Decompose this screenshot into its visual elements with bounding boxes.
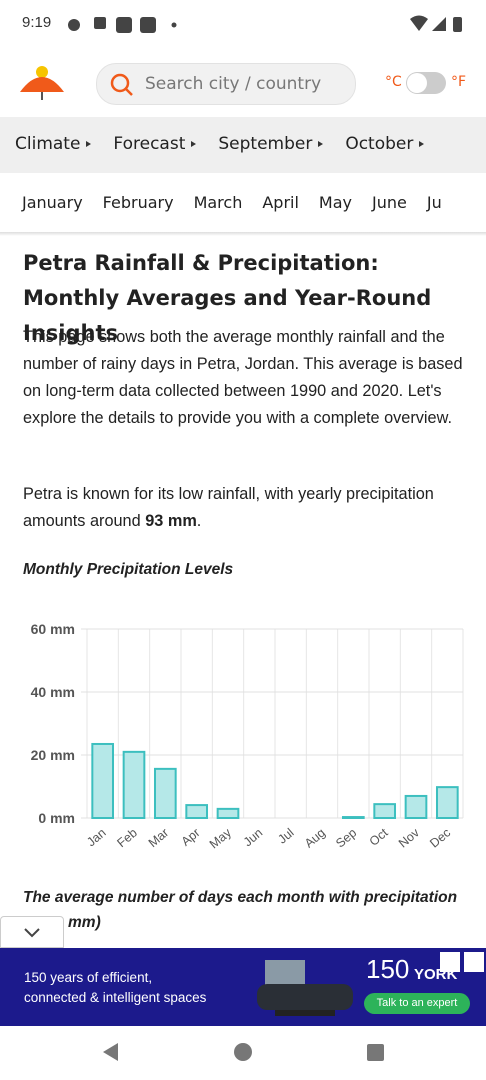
- nav-item[interactable]: Climate: [15, 134, 91, 154]
- bar: [91, 742, 115, 820]
- ad-menu[interactable]: [464, 952, 484, 972]
- paragraph: Petra is known for its low rainfall, wit…: [23, 481, 463, 535]
- month-tab[interactable]: May: [318, 193, 352, 212]
- nav-item[interactable]: October: [345, 134, 424, 154]
- paragraph: This page shows both the average monthly…: [23, 328, 463, 427]
- x-tick-label: Jun: [241, 826, 265, 850]
- ad-brand-number: 150: [366, 954, 410, 984]
- month-tab[interactable]: April: [262, 193, 299, 212]
- logo: [20, 66, 64, 100]
- search-box[interactable]: Search city / country: [96, 63, 356, 105]
- text: Petra is known for its low rainfall, wit…: [23, 485, 434, 530]
- chevron: [24, 928, 40, 938]
- system-nav: [103, 1043, 384, 1061]
- bar: [185, 804, 209, 820]
- bold-text: 93 mm: [145, 512, 197, 530]
- x-tick-label: Feb: [114, 826, 140, 851]
- month-tabs: January February March April May June Ju: [22, 193, 462, 212]
- bar: [341, 816, 365, 819]
- x-tick-label: Sep: [333, 826, 359, 851]
- toggle-knob: [407, 73, 427, 93]
- chart-heading: Monthly Precipitation Levels: [23, 561, 234, 578]
- month-tab[interactable]: February: [102, 193, 174, 212]
- month-tab[interactable]: January: [22, 193, 83, 212]
- unit-c[interactable]: °C: [385, 74, 402, 90]
- ad-line: 150 years of efficient,: [24, 970, 153, 985]
- divider: [0, 232, 486, 236]
- search-placeholder: Search city / country: [145, 74, 322, 94]
- collapse-ad[interactable]: [0, 916, 64, 948]
- nav-list: Climate Forecast September October: [15, 134, 446, 154]
- x-tick-label: Aug: [302, 826, 328, 851]
- x-tick-label: Mar: [146, 826, 171, 851]
- ad-line: connected & intelligent spaces: [24, 990, 207, 1005]
- bar: [153, 767, 177, 819]
- search-icon: [110, 73, 133, 96]
- x-tick-label: May: [207, 825, 235, 851]
- x-tick-label: Nov: [396, 825, 423, 850]
- nav-item[interactable]: September: [218, 134, 323, 154]
- home-button[interactable]: [234, 1043, 252, 1061]
- ad-choices[interactable]: [440, 952, 460, 972]
- bar: [122, 750, 146, 820]
- section-heading-cut: mm): [68, 914, 101, 931]
- x-tick-label: Oct: [367, 825, 391, 849]
- system-icons: [410, 15, 462, 32]
- chart: 0 mm 20 mm 40 mm 60 mm Jan Feb Mar Apr May Jun Jul…: [31, 621, 464, 851]
- x-tick-label: Dec: [427, 826, 453, 851]
- month-tab[interactable]: June: [372, 193, 407, 212]
- bar: [216, 807, 240, 820]
- month-tab[interactable]: Ju: [426, 193, 442, 212]
- bar: [435, 786, 459, 820]
- bar: [373, 803, 397, 819]
- recents-button[interactable]: [367, 1044, 384, 1061]
- text: .: [196, 512, 202, 530]
- back-button[interactable]: [103, 1043, 118, 1061]
- article-title: Petra Rainfall & Precipitation: Monthly …: [23, 251, 432, 345]
- section-heading: The average number of days each month wi…: [23, 889, 458, 906]
- bar: [404, 794, 428, 819]
- x-tick-label: Jan: [84, 826, 108, 850]
- y-tick-label: 20 mm: [31, 747, 75, 763]
- y-tick-label: 0 mm: [38, 810, 75, 826]
- unit-toggle[interactable]: [406, 72, 446, 94]
- ad-image: [257, 960, 353, 1016]
- nav-item[interactable]: Forecast: [113, 134, 196, 154]
- x-tick-label: Jul: [275, 826, 296, 847]
- ad-cta[interactable]: Talk to an expert: [364, 993, 470, 1014]
- y-tick-label: 40 mm: [31, 684, 75, 700]
- ad-banner[interactable]: 150 years of efficient, connected & intel…: [0, 948, 486, 1026]
- status-time: 9:19: [22, 14, 52, 31]
- status-icons: [68, 17, 177, 33]
- month-tab[interactable]: March: [193, 193, 243, 212]
- y-tick-label: 60 mm: [31, 621, 75, 637]
- unit-f[interactable]: °F: [451, 74, 467, 90]
- ad-text: 150 years of efficient, connected & intel…: [24, 968, 206, 1008]
- x-tick-label: Apr: [179, 826, 203, 849]
